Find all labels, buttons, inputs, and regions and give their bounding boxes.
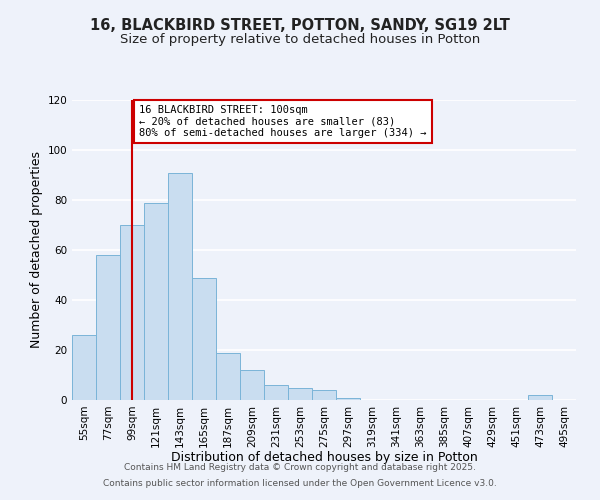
Bar xyxy=(192,278,216,400)
Bar xyxy=(72,335,96,400)
Bar xyxy=(288,388,312,400)
X-axis label: Distribution of detached houses by size in Potton: Distribution of detached houses by size … xyxy=(170,451,478,464)
Bar xyxy=(96,255,120,400)
Text: Contains public sector information licensed under the Open Government Licence v3: Contains public sector information licen… xyxy=(103,478,497,488)
Text: Size of property relative to detached houses in Potton: Size of property relative to detached ho… xyxy=(120,32,480,46)
Bar xyxy=(120,225,144,400)
Bar xyxy=(264,385,288,400)
Text: 16, BLACKBIRD STREET, POTTON, SANDY, SG19 2LT: 16, BLACKBIRD STREET, POTTON, SANDY, SG1… xyxy=(90,18,510,32)
Bar xyxy=(168,172,192,400)
Y-axis label: Number of detached properties: Number of detached properties xyxy=(30,152,43,348)
Bar xyxy=(312,390,336,400)
Text: 16 BLACKBIRD STREET: 100sqm
← 20% of detached houses are smaller (83)
80% of sem: 16 BLACKBIRD STREET: 100sqm ← 20% of det… xyxy=(139,105,427,138)
Bar xyxy=(144,202,168,400)
Bar xyxy=(528,395,552,400)
Text: Contains HM Land Registry data © Crown copyright and database right 2025.: Contains HM Land Registry data © Crown c… xyxy=(124,464,476,472)
Bar xyxy=(240,370,264,400)
Bar xyxy=(336,398,360,400)
Bar xyxy=(216,352,240,400)
